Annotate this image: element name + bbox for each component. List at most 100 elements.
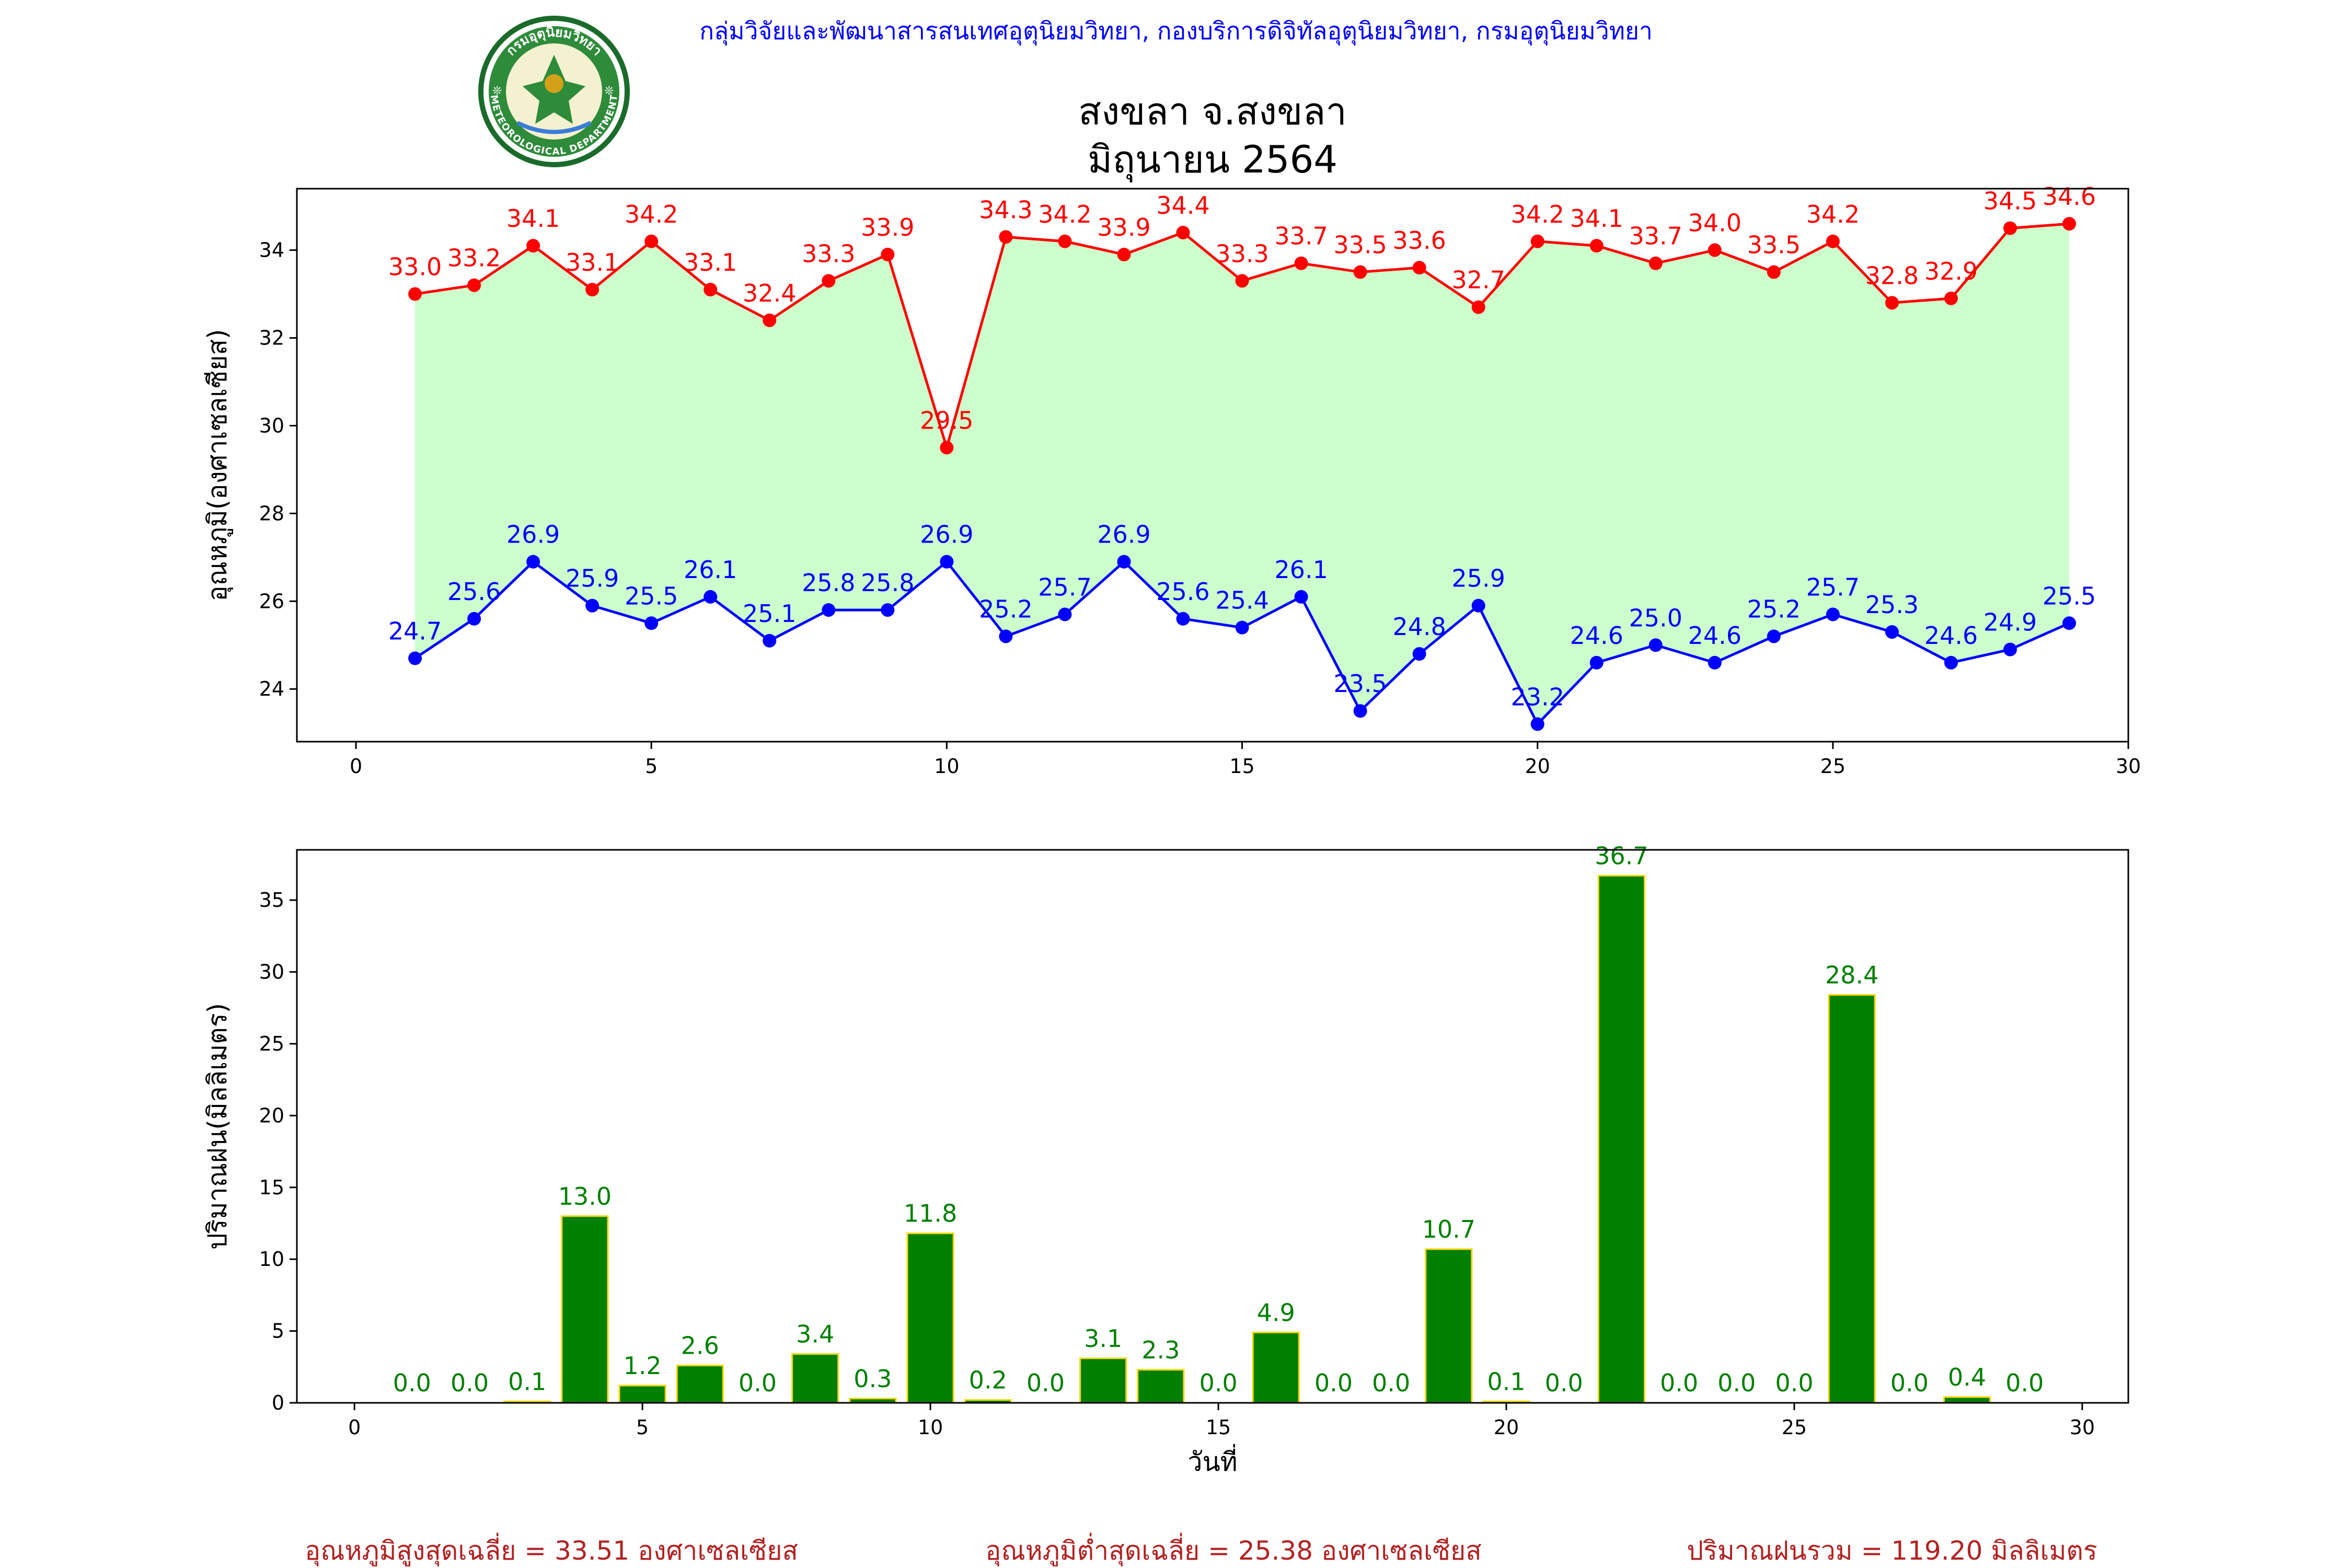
min-temperature-data-label: 25.4 [1215, 586, 1269, 615]
min-temperature-data-label: 25.9 [1451, 564, 1505, 593]
rainfall-data-label: 0.0 [393, 1369, 431, 1397]
x-tick-label: 10 [934, 755, 959, 778]
rainfall-data-label: 0.1 [1487, 1367, 1525, 1396]
y-axis-label: อุณหภูมิ(องศาเซลเซียส) [202, 329, 233, 601]
max-temperature-data-label: 34.1 [1570, 204, 1623, 233]
x-tick-label: 25 [1782, 1416, 1807, 1439]
max-temperature-point [1648, 256, 1663, 270]
max-temperature-data-label: 33.5 [1747, 231, 1801, 259]
y-axis-label: ปริมาณฝน(มิลลิเมตร) [202, 1003, 233, 1250]
max-temperature-point [408, 287, 422, 301]
x-tick-label: 30 [2070, 1416, 2095, 1439]
max-temperature-data-label: 34.2 [1806, 200, 1860, 228]
min-temperature-data-label: 25.5 [625, 582, 678, 610]
rainfall-data-label: 0.0 [1775, 1369, 1813, 1397]
x-tick-label: 15 [1229, 755, 1254, 778]
max-temperature-point [1176, 225, 1190, 239]
max-temperature-point [644, 234, 659, 248]
max-temperature-data-label: 33.6 [1392, 226, 1446, 255]
min-temperature-point [585, 598, 599, 613]
rainfall-data-label: 2.6 [681, 1332, 719, 1360]
y-tick-label: 15 [259, 1176, 284, 1199]
max-temperature-point [526, 239, 540, 253]
rainfall-data-label: 0.0 [1372, 1369, 1410, 1397]
y-tick-label: 10 [259, 1248, 284, 1271]
x-tick-label: 15 [1206, 1416, 1231, 1439]
max-temperature-point [1058, 234, 1072, 248]
x-axis-label: วันที่ [1187, 1444, 1237, 1477]
min-temperature-data-label: 26.9 [920, 521, 973, 549]
rainfall-data-label: 0.2 [969, 1366, 1007, 1394]
min-temperature-point [940, 555, 954, 569]
x-tick-label: 5 [645, 755, 658, 778]
max-temperature-data-label: 33.7 [1274, 222, 1328, 250]
rainfall-data-label: 0.0 [1890, 1369, 1929, 1397]
rainfall-bar [906, 1232, 954, 1404]
max-temperature-point [1353, 265, 1367, 279]
agency-header: กลุ่มวิจัยและพัฒนาสารสนเทศอุตุนิยมวิทยา,… [699, 17, 1653, 46]
max-temperature-data-label: 34.5 [1984, 187, 2037, 215]
x-tick-label: 20 [1494, 1416, 1519, 1439]
rainfall-data-label: 0.0 [2005, 1369, 2044, 1397]
min-temperature-point [1294, 590, 1308, 604]
min-temperature-data-label: 25.0 [1629, 604, 1682, 632]
max-temperature-data-label: 33.2 [447, 244, 501, 272]
rainfall-data-label: 11.8 [904, 1200, 957, 1228]
min-temperature-point [2003, 642, 2017, 656]
min-temperature-data-label: 26.9 [506, 521, 560, 549]
min-temperature-point [822, 603, 836, 617]
x-tick-label: 5 [636, 1416, 649, 1439]
min-temperature-data-label: 24.6 [1570, 621, 1623, 650]
max-temperature-point [940, 441, 954, 455]
meteorological-department-logo: ❊ ❊ กรมอุตุนิยมวิทยา METEOROLOGICAL DEPA… [478, 16, 630, 167]
min-temperature-point [763, 633, 777, 648]
rainfall-data-label: 0.0 [451, 1369, 489, 1397]
min-temperature-data-label: 25.8 [802, 569, 855, 597]
min-temperature-point [2062, 616, 2076, 630]
min-temperature-point [1944, 655, 1958, 670]
max-temperature-point [1412, 261, 1426, 275]
min-temperature-point [1235, 620, 1249, 635]
min-temperature-point [408, 651, 422, 665]
rainfall-bar [618, 1385, 666, 1404]
y-tick-label: 30 [259, 414, 284, 437]
rainfall-data-label: 13.0 [558, 1182, 612, 1210]
rainfall-bar [1943, 1396, 1991, 1404]
rainfall-data-label: 2.3 [1142, 1336, 1180, 1364]
min-temperature-data-label: 25.2 [1747, 595, 1801, 623]
rainfall-data-label: 0.4 [1948, 1363, 1986, 1391]
max-temperature-data-label: 33.0 [388, 253, 442, 281]
max-temperature-point [881, 247, 895, 261]
max-temperature-point [1117, 247, 1131, 261]
max-temperature-point [1589, 239, 1604, 253]
max-temperature-point [467, 278, 481, 292]
min-temperature-data-label: 25.3 [1865, 591, 1919, 619]
chart-title-station: สงขลา จ.สงขลา [1078, 89, 1347, 133]
chart-title-month: มิถุนายน 2564 [1088, 137, 1338, 182]
max-temperature-data-label: 34.3 [979, 195, 1032, 224]
min-temperature-data-label: 25.8 [861, 569, 914, 597]
min-temperature-point [1530, 717, 1544, 731]
y-tick-label: 25 [259, 1032, 284, 1055]
min-temperature-point [881, 603, 895, 617]
min-temperature-point [1176, 612, 1190, 626]
max-temperature-point [585, 283, 599, 297]
max-temperature-data-label: 29.5 [920, 406, 973, 434]
max-temperature-data-label: 34.2 [625, 200, 678, 228]
min-temperature-point [1885, 625, 1899, 639]
min-temperature-data-label: 24.6 [1924, 621, 1978, 650]
min-temperature-point [1471, 598, 1485, 613]
rainfall-data-label: 0.0 [1315, 1369, 1353, 1397]
max-temperature-data-label: 33.5 [1333, 231, 1387, 259]
min-temperature-point [1708, 655, 1722, 670]
min-temperature-data-label: 24.8 [1392, 613, 1446, 641]
rainfall-data-label: 0.0 [1027, 1369, 1065, 1397]
max-temperature-point [2003, 221, 2017, 235]
y-tick-label: 35 [259, 889, 284, 912]
min-temperature-point [1058, 607, 1072, 621]
max-temperature-point [2062, 217, 2076, 231]
rainfall-bar [1828, 994, 1876, 1404]
footer-avg-max: อุณหภูมิสูงสุดเฉลี่ย = 33.51 องศาเซลเซีย… [305, 1533, 798, 1566]
min-temperature-data-label: 25.7 [1038, 573, 1091, 601]
